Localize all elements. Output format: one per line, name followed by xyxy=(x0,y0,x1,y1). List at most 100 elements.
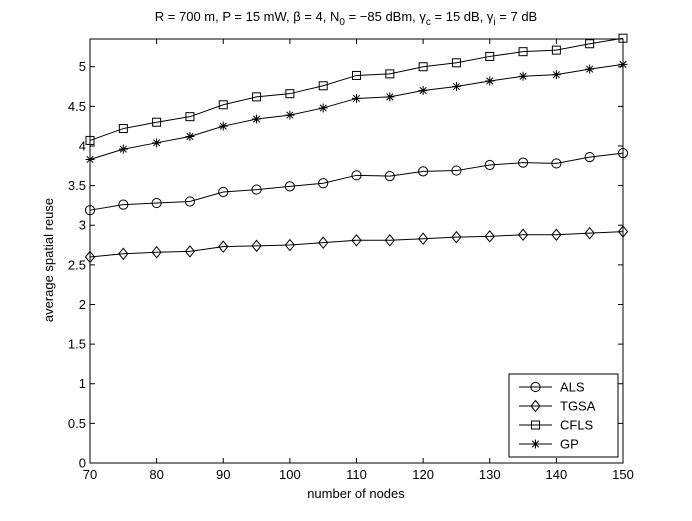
data-layer xyxy=(84,33,629,264)
data-point-gp xyxy=(418,86,428,96)
data-point-als xyxy=(284,181,295,192)
data-point-gp xyxy=(85,154,95,164)
data-point-tgsa xyxy=(184,245,196,258)
data-point-als xyxy=(151,197,162,209)
data-point-tgsa xyxy=(318,236,329,249)
y-tick-label: 1 xyxy=(79,376,86,391)
data-point-cfls xyxy=(318,81,328,91)
data-point-als xyxy=(517,157,529,168)
data-point-gp xyxy=(352,93,361,103)
legend-marker-cfls xyxy=(531,420,540,430)
data-point-gp xyxy=(485,76,495,86)
x-tick-label: 150 xyxy=(612,467,634,482)
legend-marker-als xyxy=(530,381,541,393)
data-point-tgsa xyxy=(484,230,495,243)
plot-area: 70 80 90 100 110 120 130 140 150 0 0.5 1 1.5 2 2.5 3 3.5… xyxy=(68,33,634,482)
data-point-cfls xyxy=(85,135,95,145)
chart-title: R = 700 m, P = 15 mW, β = 4, N0 = −85 dB… xyxy=(155,9,537,28)
data-point-als xyxy=(118,199,129,210)
data-point-cfls xyxy=(618,33,628,43)
data-point-gp xyxy=(451,82,461,92)
data-point-gp xyxy=(152,138,162,148)
data-point-tgsa xyxy=(251,239,262,253)
data-point-tgsa xyxy=(218,240,229,253)
x-tick-label: 100 xyxy=(279,467,301,482)
data-point-gp xyxy=(118,144,128,154)
legend-label-cfls: CFLS xyxy=(560,418,594,433)
data-point-gp xyxy=(618,59,628,69)
data-point-als xyxy=(551,158,562,169)
data-point-cfls xyxy=(585,39,595,49)
data-point-cfls xyxy=(418,62,428,72)
data-point-als xyxy=(318,178,329,189)
data-point-tgsa xyxy=(151,245,162,259)
y-tick-label: 3 xyxy=(79,218,86,233)
series-gp xyxy=(85,59,628,164)
data-point-cfls xyxy=(218,100,228,110)
y-axis-label: average spatial reuse xyxy=(41,198,56,322)
data-point-gp xyxy=(551,70,561,80)
x-tick-label: 110 xyxy=(346,467,367,482)
x-tick-label: 70 xyxy=(83,467,97,482)
data-point-cfls xyxy=(551,45,561,55)
y-tick-label: 2.5 xyxy=(68,257,86,272)
series-tgsa xyxy=(84,225,629,264)
series-line-gp xyxy=(89,63,624,160)
data-point-cfls xyxy=(152,117,162,127)
data-point-cfls xyxy=(451,58,461,68)
x-tick-label: 90 xyxy=(216,467,230,482)
series-als xyxy=(84,148,629,216)
x-tick-label: 130 xyxy=(479,467,501,482)
data-point-tgsa xyxy=(451,230,462,244)
data-point-tgsa xyxy=(417,232,429,246)
data-point-cfls xyxy=(385,69,395,79)
data-point-gp xyxy=(385,92,395,102)
data-point-cfls xyxy=(352,70,361,80)
series-line-tgsa xyxy=(89,231,624,258)
data-point-als xyxy=(384,171,395,182)
data-point-cfls xyxy=(118,124,128,134)
data-point-tgsa xyxy=(118,247,129,261)
data-point-als xyxy=(451,165,462,176)
data-point-tgsa xyxy=(617,225,629,238)
y-tick-label: 5 xyxy=(79,59,86,74)
data-point-tgsa xyxy=(517,228,529,242)
legend-label-gp: GP xyxy=(560,437,579,452)
x-axis-label: number of nodes xyxy=(307,486,405,501)
y-tick-label: 3.5 xyxy=(68,178,86,193)
data-point-als xyxy=(484,159,495,171)
data-point-als xyxy=(584,151,595,163)
data-point-als xyxy=(351,170,362,181)
data-point-cfls xyxy=(252,92,262,102)
data-point-tgsa xyxy=(551,228,562,242)
data-point-gp xyxy=(218,121,228,131)
data-point-tgsa xyxy=(84,250,96,264)
y-tick-label: 1.5 xyxy=(68,337,86,352)
series-cfls xyxy=(85,33,628,145)
legend-marker-tgsa xyxy=(530,399,541,413)
data-point-als xyxy=(84,205,96,216)
data-point-gp xyxy=(585,64,595,74)
data-point-cfls xyxy=(485,51,495,61)
y-tick-label: 4 xyxy=(79,138,86,153)
data-point-als xyxy=(617,148,629,159)
legend: ALS TGSA CFLS GP xyxy=(508,373,619,458)
x-tick-label: 140 xyxy=(546,467,568,482)
series-line-cfls xyxy=(89,37,624,141)
legend-marker-gp xyxy=(531,439,540,449)
data-point-tgsa xyxy=(351,234,362,247)
data-point-als xyxy=(218,186,229,198)
data-point-gp xyxy=(185,131,195,141)
data-point-gp xyxy=(318,103,328,113)
data-point-tgsa xyxy=(284,238,296,252)
data-point-als xyxy=(184,196,196,207)
legend-label-tgsa: TGSA xyxy=(560,399,596,414)
data-point-gp xyxy=(252,114,262,124)
data-point-tgsa xyxy=(384,234,395,247)
y-tick-label: 2 xyxy=(79,297,86,312)
data-point-gp xyxy=(285,110,295,120)
legend-box xyxy=(508,373,619,458)
data-point-als xyxy=(418,166,429,177)
data-point-tgsa xyxy=(584,226,595,240)
